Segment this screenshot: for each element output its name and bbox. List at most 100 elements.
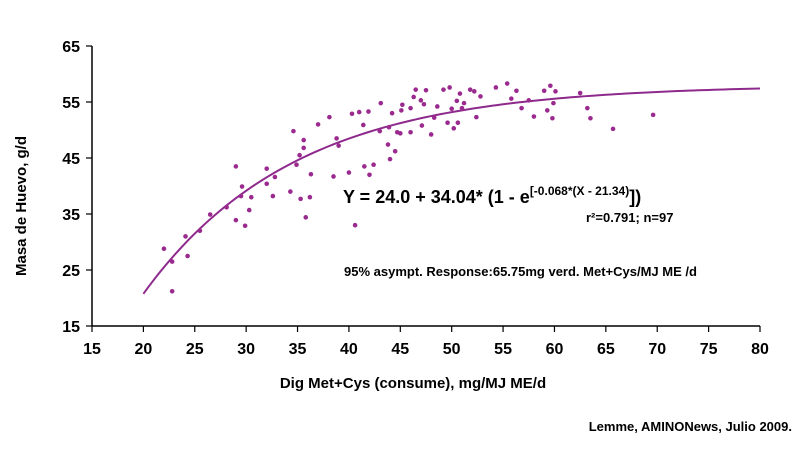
- data-point: [455, 120, 461, 126]
- data-point: [459, 105, 465, 111]
- fit-stats: r²=0.791; n=97: [586, 210, 673, 225]
- data-point: [361, 122, 366, 128]
- data-point: [541, 88, 547, 94]
- y-tick-label: 55: [62, 95, 80, 112]
- data-point: [315, 122, 321, 127]
- data-point: [445, 120, 450, 126]
- data-point: [428, 132, 434, 137]
- data-point: [548, 83, 553, 89]
- data-point: [233, 217, 239, 223]
- data-point: [301, 137, 307, 143]
- data-points: [161, 81, 656, 294]
- y-tick-label: 25: [62, 263, 80, 280]
- data-point: [551, 100, 556, 106]
- x-tick-label: 40: [340, 341, 358, 358]
- fit-equation: Y = 24.0 + 34.04* (1 - e[-0.068*(X - 21.…: [343, 184, 641, 207]
- data-point: [356, 109, 362, 115]
- data-point: [288, 189, 293, 194]
- y-axis-ticks: 15 25 35 45 55 65: [62, 39, 92, 336]
- data-point: [431, 115, 437, 120]
- y-tick-label: 35: [62, 207, 80, 224]
- x-tick-label: 45: [391, 341, 409, 358]
- data-point: [411, 94, 416, 100]
- equation-close: ]): [629, 187, 641, 207]
- data-point: [248, 194, 254, 200]
- data-point: [550, 115, 555, 121]
- data-point: [504, 81, 510, 86]
- x-tick-label: 55: [494, 341, 512, 358]
- data-point: [553, 89, 558, 94]
- axes: [91, 46, 760, 327]
- x-tick-label: 65: [597, 341, 615, 358]
- data-point: [650, 112, 656, 118]
- data-point: [272, 174, 278, 180]
- x-tick-label: 70: [648, 341, 666, 358]
- data-point: [307, 194, 313, 200]
- data-point: [544, 108, 550, 113]
- data-point: [362, 164, 367, 169]
- data-point: [386, 124, 392, 130]
- data-point: [294, 162, 299, 168]
- data-point: [264, 166, 270, 171]
- data-point: [327, 114, 332, 120]
- data-point: [519, 105, 524, 111]
- data-point: [531, 114, 537, 119]
- data-point: [577, 90, 583, 96]
- x-tick-label: 60: [546, 341, 564, 358]
- x-tick-label: 30: [237, 341, 255, 358]
- data-point: [349, 111, 355, 117]
- data-point: [474, 114, 479, 120]
- data-point: [197, 228, 203, 234]
- x-tick-label: 50: [443, 341, 461, 358]
- data-point: [366, 109, 371, 114]
- x-tick-label: 35: [289, 341, 307, 358]
- equation-exponent: [-0.068*(X - 21.34): [530, 184, 629, 198]
- data-point: [308, 171, 314, 177]
- x-tick-label: 25: [186, 341, 204, 358]
- x-axis-ticks: 15 20 25 30 35 40 45 50 55 60 65 70 75 80: [83, 326, 769, 358]
- data-point: [371, 162, 376, 168]
- data-point: [352, 222, 358, 228]
- data-point: [478, 94, 483, 99]
- x-tick-label: 75: [700, 341, 718, 358]
- data-point: [413, 87, 419, 92]
- data-point: [238, 193, 244, 199]
- x-tick-label: 15: [83, 341, 101, 358]
- data-point: [423, 87, 429, 93]
- x-tick-label: 80: [751, 341, 769, 358]
- data-point: [408, 129, 413, 135]
- data-point: [264, 181, 270, 187]
- data-point: [303, 215, 309, 220]
- y-tick-label: 15: [62, 319, 80, 336]
- data-point: [493, 85, 499, 90]
- data-point: [239, 184, 245, 189]
- data-point: [334, 136, 339, 141]
- data-point: [161, 246, 167, 252]
- data-point: [246, 207, 252, 213]
- data-point: [400, 102, 405, 108]
- data-point: [367, 172, 372, 178]
- equation-main: Y = 24.0 + 34.04* (1 - e: [343, 187, 530, 207]
- data-point: [270, 193, 276, 199]
- data-point: [447, 85, 452, 90]
- data-point: [169, 288, 175, 294]
- data-point: [514, 88, 519, 94]
- data-point: [451, 126, 457, 131]
- data-point: [418, 98, 424, 103]
- x-tick-label: 20: [134, 341, 152, 358]
- data-point: [588, 115, 593, 121]
- data-point: [457, 91, 463, 96]
- data-point: [387, 156, 393, 162]
- data-point: [435, 104, 440, 109]
- x-axis-title: Dig Met+Cys (consume), mg/MJ ME/d: [280, 375, 546, 392]
- data-point: [224, 204, 229, 210]
- data-point: [398, 131, 403, 136]
- data-point: [291, 128, 296, 134]
- data-point: [526, 98, 532, 103]
- data-point: [454, 98, 460, 104]
- data-point: [298, 196, 303, 202]
- data-point: [301, 145, 307, 151]
- data-point: [242, 223, 248, 229]
- data-point: [610, 126, 616, 132]
